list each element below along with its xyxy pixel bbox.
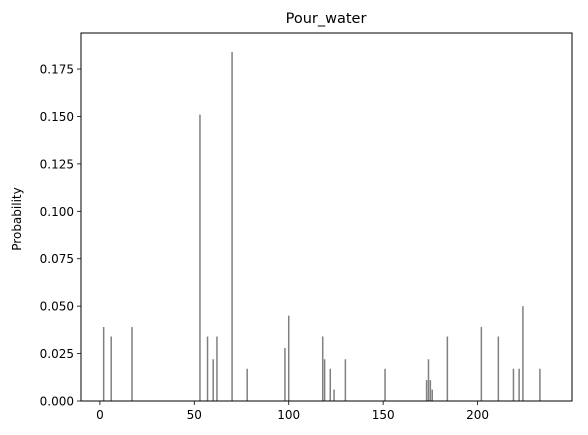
bar: [344, 359, 347, 401]
x-tick-label: 50: [187, 408, 202, 422]
bar: [284, 347, 286, 401]
bar: [539, 368, 541, 401]
bar: [333, 389, 335, 401]
bar: [216, 336, 218, 401]
x-tick-label: 0: [96, 408, 104, 422]
bar: [323, 359, 326, 401]
y-tick-label: 0.000: [40, 395, 74, 409]
bar: [425, 380, 428, 401]
bars-group: [102, 51, 541, 401]
bar: [102, 327, 105, 401]
bar: [446, 336, 449, 401]
y-tick-label: 0.150: [40, 110, 74, 124]
bar: [246, 368, 248, 401]
y-tick-label: 0.050: [40, 300, 74, 314]
y-ticks: 0.000 0.025 0.050 0.075 0.100 0.125 0.150 0.175: [40, 63, 81, 409]
bar: [321, 336, 324, 401]
chart-title: Pour_water: [286, 11, 367, 27]
y-tick-label: 0.025: [40, 347, 74, 361]
plot-frame: [80, 32, 573, 402]
bar: [231, 51, 233, 401]
bar: [199, 114, 201, 401]
bar: [512, 368, 515, 401]
bar: [212, 359, 214, 401]
x-ticks: 0 50 100 150 200: [96, 401, 489, 422]
y-tick-label: 0.175: [40, 63, 74, 77]
x-tick-label: 150: [372, 408, 395, 422]
y-tick-label: 0.125: [40, 157, 74, 171]
bar: [480, 327, 483, 401]
bar: [287, 315, 290, 401]
bar: [497, 336, 500, 401]
bar: [429, 380, 432, 401]
bar: [110, 336, 112, 401]
y-axis-label: Probability: [10, 187, 24, 250]
x-tick-label: 100: [277, 408, 300, 422]
y-tick-label: 0.100: [40, 205, 74, 219]
bar: [427, 359, 430, 401]
bar: [329, 368, 332, 401]
bar: [518, 368, 520, 401]
x-tick-label: 200: [466, 408, 489, 422]
bar: [206, 336, 209, 401]
bar: [522, 306, 524, 401]
bar: [131, 327, 133, 401]
bar: [431, 389, 433, 401]
bar: [384, 368, 386, 401]
y-tick-label: 0.075: [40, 252, 74, 266]
